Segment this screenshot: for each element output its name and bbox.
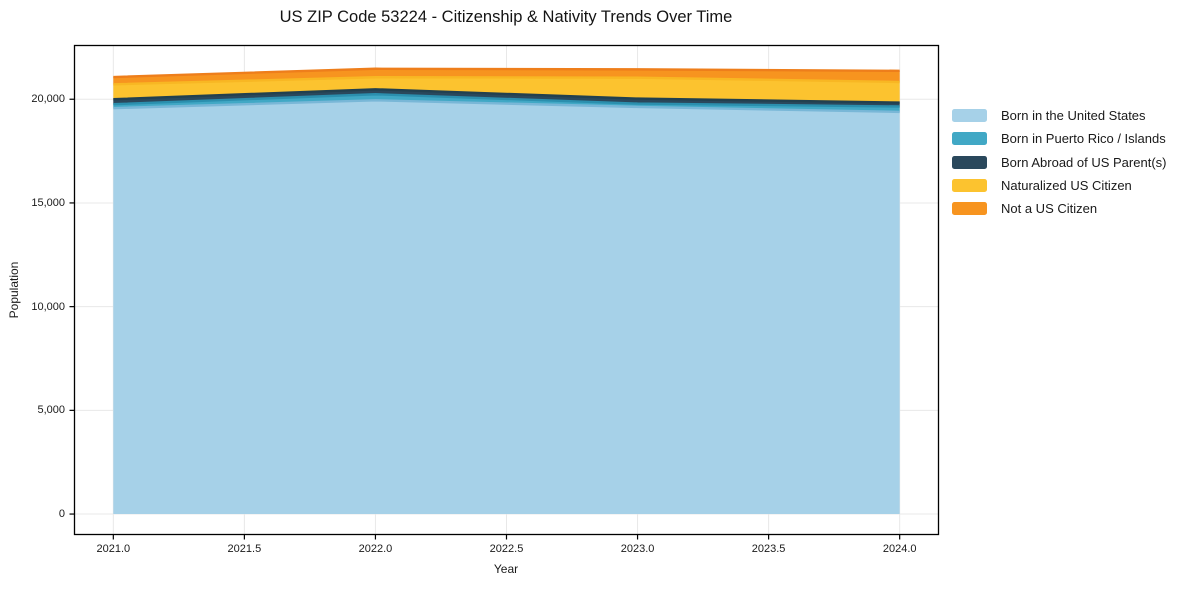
legend-label: Born Abroad of US Parent(s) [1001, 154, 1167, 170]
edge-born-in-puerto-rico-islands [113, 93, 900, 108]
edge-not-a-us-citizen [113, 67, 900, 79]
area-born-in-the-united-states [113, 100, 900, 515]
y-tick-label: 5,000 [37, 404, 65, 417]
y-tick-label: 0 [58, 508, 65, 521]
legend-item-born-in-the-united-states: Born in the United States [952, 104, 1166, 127]
y-tick-label: 20,000 [31, 93, 65, 106]
legend-label: Born in the United States [1001, 108, 1146, 124]
legend-label: Naturalized US Citizen [1001, 178, 1132, 194]
x-tick-label: 2023.5 [751, 543, 786, 555]
plot-area [69, 44, 940, 540]
edge-born-abroad-of-us-parent-s [113, 88, 900, 104]
axes-box [73, 44, 940, 536]
legend: Born in the United States Born in Puerto … [952, 104, 1166, 220]
legend-swatch-born-in-puerto-rico-islands [952, 132, 987, 146]
x-tick-label: 2021.0 [96, 543, 131, 555]
x-tick-label: 2022.0 [358, 543, 393, 555]
legend-label: Born in Puerto Rico / Islands [1001, 131, 1166, 147]
x-axis-label: Year [493, 562, 519, 576]
legend-swatch-born-in-the-united-states [952, 109, 987, 123]
x-tick-label: 2023.0 [620, 543, 655, 555]
y-axis-label: Population [7, 261, 21, 319]
x-tick-label: 2022.5 [489, 543, 524, 555]
legend-swatch-naturalized-us-citizen [952, 179, 987, 193]
legend-item-born-in-puerto-rico-islands: Born in Puerto Rico / Islands [952, 127, 1166, 150]
y-tick-label: 10,000 [31, 300, 65, 313]
legend-swatch-born-abroad-of-us-parent-s [952, 155, 987, 169]
legend-label: Not a US Citizen [1001, 201, 1098, 217]
legend-item-naturalized-us-citizen: Naturalized US Citizen [952, 174, 1166, 197]
edge-born-in-the-united-states [113, 99, 900, 114]
legend-item-born-abroad-of-us-parent-s: Born Abroad of US Parent(s) [952, 151, 1166, 174]
legend-item-not-a-us-citizen: Not a US Citizen [952, 197, 1166, 220]
legend-swatch-not-a-us-citizen [952, 202, 987, 216]
area-naturalized-us-citizen [113, 77, 900, 103]
x-tick-label: 2021.5 [227, 543, 262, 555]
edge-naturalized-us-citizen [113, 76, 900, 86]
chart-title: US ZIP Code 53224 - Citizenship & Nativi… [279, 8, 733, 26]
y-tick-label: 15,000 [31, 196, 65, 209]
x-tick-label: 2024.0 [882, 543, 917, 555]
